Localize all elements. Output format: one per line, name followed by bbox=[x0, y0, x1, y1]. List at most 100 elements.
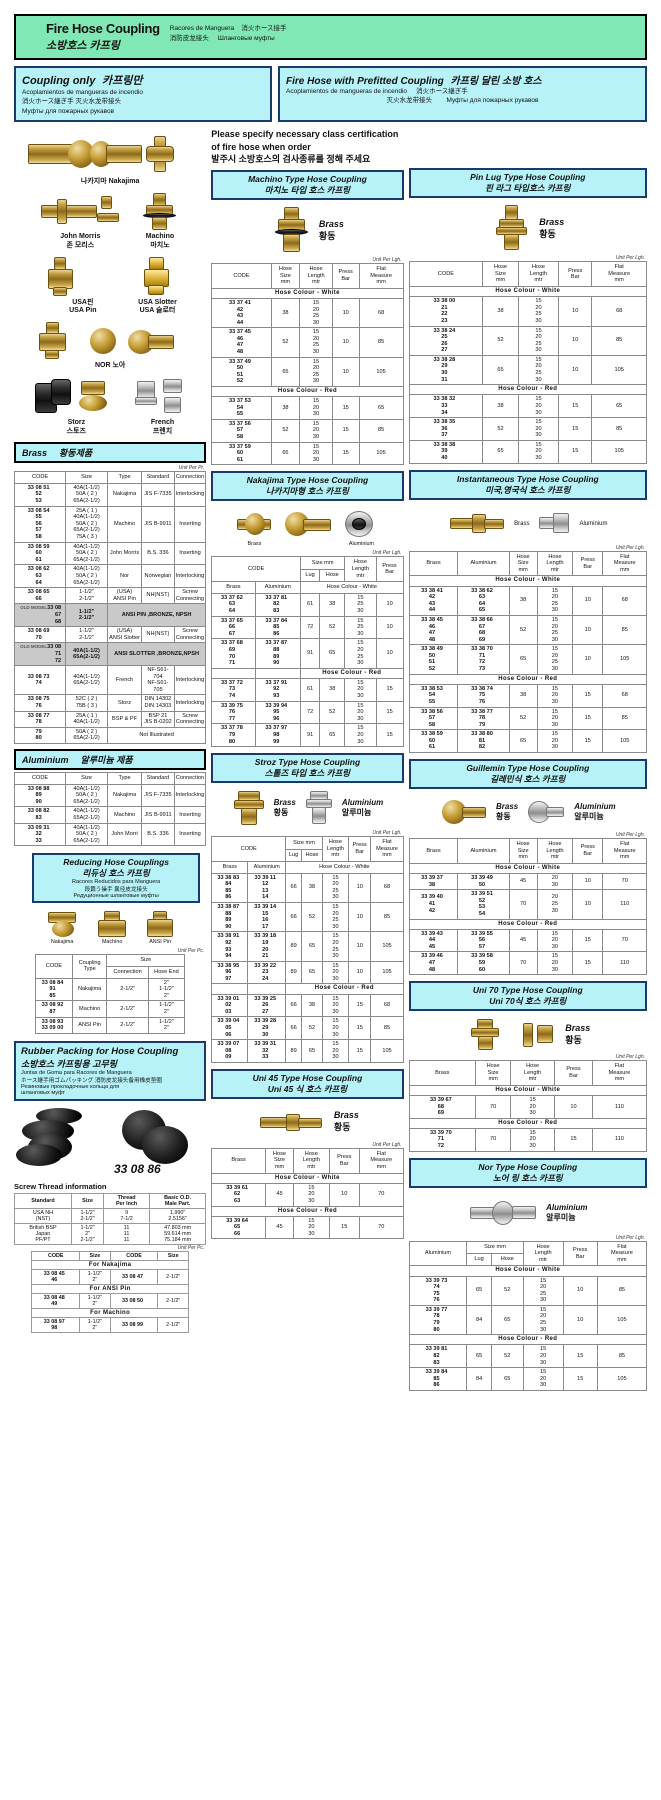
instant-title-kr: 미국,영국식 호스 카프링 bbox=[485, 484, 571, 495]
table-cell: 65 bbox=[482, 439, 519, 464]
table-row: 33 38 53 54 55 33 38 74 75 76 38 15 20 30 15… bbox=[408, 683, 647, 708]
instant-table-body: Hose Colour - White 33 38 41 42 43 44 33 3… bbox=[408, 575, 648, 754]
table-cell: BSP 21 JIS B-0202 bbox=[141, 710, 175, 728]
gallery-caption: French 프렌치 bbox=[150, 418, 175, 435]
reducing-sub-ja: 段篇う操手 異径皮龙接头 bbox=[84, 887, 148, 894]
table-cell: 2-1/2" bbox=[106, 977, 149, 1002]
section-row: For ANSI Pin bbox=[31, 1283, 189, 1294]
table-cell: 15 20 25 30 bbox=[536, 585, 574, 616]
table-cell: 110 bbox=[591, 1127, 648, 1152]
coupling-only-sub-ja: 消火ホース継ぎ手 灭火水龙带接头 bbox=[22, 98, 121, 106]
table-row: USA NH (NST) 1-1/2" 2-1/2" 9 7-1/2 1.990" 2… bbox=[14, 1207, 207, 1224]
th-colour-white: Hose Colour - White bbox=[285, 860, 404, 874]
table-cell: 40A(1-1/2) 50A ( 2 ) 65A(2-1/2) bbox=[65, 822, 108, 847]
table-cell: 38 bbox=[270, 396, 301, 420]
th-code: CODE bbox=[13, 772, 67, 785]
section-row: Hose Colour - White bbox=[408, 575, 648, 587]
guillemin-unit: Unit Per Lgh. bbox=[615, 832, 645, 839]
table-row: 33 08 75 76 52C ( 2 ) 75B ( 3 ) Storz DIN 1… bbox=[13, 694, 207, 712]
table-cell: Hose Colour - Red bbox=[211, 386, 404, 398]
table-row: 33 39 81 82 83 65 52 15 20 30 15 85 bbox=[408, 1344, 648, 1369]
table-cell: 33 37 72 73 74 bbox=[211, 677, 256, 702]
table-cell: 85 bbox=[370, 1016, 404, 1041]
table-cell: 70 bbox=[508, 889, 538, 920]
table-cell: (USA) ANSI Pin bbox=[106, 587, 143, 605]
table-subheader-row: Lug Hose bbox=[212, 848, 403, 862]
table-row: 33 08 92 87 Machino 2-1/2" 1-1/2" 2" bbox=[35, 1000, 186, 1018]
th-hose: Hose bbox=[319, 568, 346, 583]
table-cell: 15 25 30 bbox=[344, 592, 377, 617]
alum-label-kr: 알루미늄 제품 bbox=[80, 755, 133, 766]
table-cell: 2-1/2" bbox=[157, 1316, 189, 1333]
table-cell: 33 39 46 47 48 bbox=[408, 951, 459, 976]
table-cell: 33 38 95 96 97 bbox=[211, 960, 249, 985]
nor-title-kr: 노어 링 호스 카프링 bbox=[492, 1172, 563, 1183]
table-cell: 65 bbox=[466, 1344, 492, 1369]
table-row: 33 37 65 66 67 33 37 84 85 86 72 52 15 25 30… bbox=[211, 615, 404, 640]
nor-material-kr: 알루미늄 bbox=[546, 1212, 576, 1222]
table-cell: 33 09 31 32 33 bbox=[13, 822, 67, 847]
table-cell: 33 38 87 88 89 90 bbox=[211, 901, 249, 933]
table-row: 33 08 88 89 90 40A(1-1/2) 50A ( 2 ) 65A(2… bbox=[13, 783, 207, 808]
nakajima-table: CODE Size mm Hose Length mtr Press Bar L… bbox=[211, 556, 404, 748]
table-cell: 105 bbox=[602, 644, 647, 675]
table-cell: 1-1/2" 2" bbox=[147, 1000, 186, 1018]
table-cell: 52 bbox=[482, 325, 519, 356]
table-cell: 68 bbox=[370, 993, 404, 1018]
table-cell: 33 39 31 32 33 bbox=[247, 1039, 287, 1063]
nor-material: Aluminium bbox=[546, 1202, 588, 1212]
section-row: Hose Colour - White bbox=[408, 286, 648, 298]
th-size-2: Size bbox=[157, 1250, 189, 1261]
screw-code-body: For Nakajima 33 08 45 46 1-1/2" 2" 33 08 47… bbox=[31, 1259, 189, 1333]
table-cell: 66 bbox=[285, 993, 303, 1018]
th-hose-size: Hose Size mm bbox=[482, 261, 519, 288]
coupling-gallery: 나카지마 Nakajima John Morris 존 모리스 bbox=[14, 126, 206, 442]
table-cell: 33 38 80 81 82 bbox=[457, 729, 510, 754]
table-cell: Nakajima bbox=[71, 977, 108, 1002]
table-cell: 1-1/2" 2-1/2" bbox=[65, 587, 108, 605]
table-cell: 15 bbox=[572, 683, 604, 708]
table-row: 33 38 24 25 26 27 52 15 20 25 30 10 85 bbox=[408, 325, 647, 356]
section-row: For Machino bbox=[31, 1307, 189, 1318]
table-cell: 68 bbox=[591, 296, 647, 327]
table-cell: 15 bbox=[572, 928, 604, 953]
table-cell: 15 20 30 bbox=[299, 441, 333, 466]
section-row: Hose Colour - Red bbox=[408, 384, 648, 396]
table-cell: 15 bbox=[558, 439, 593, 464]
brass-label-kr: 황동제품 bbox=[59, 448, 93, 459]
table-cell: 33 39 61 62 63 bbox=[211, 1182, 266, 1207]
table-cell: 1-1/2" 2-1/2" bbox=[65, 603, 108, 628]
gallery-caption: USA핀 USA Pin bbox=[69, 298, 97, 315]
th-connection: Connection bbox=[106, 966, 149, 979]
table-cell: 105 bbox=[602, 729, 647, 754]
table-cell: 10 bbox=[331, 297, 360, 329]
table-row: 33 38 56 57 58 33 38 77 78 79 52 15 20 30 15… bbox=[408, 706, 647, 731]
reducing-title: Reducing Hose Couplings bbox=[63, 857, 170, 868]
table-cell: Hose Colour - White bbox=[408, 286, 648, 298]
uni45-title: Uni 45 Type Hose Coupling bbox=[252, 1072, 363, 1083]
table-row: 33 37 72 73 74 33 37 91 92 93 61 38 15 20 30… bbox=[211, 677, 404, 702]
th-press: Press Bar bbox=[572, 550, 604, 577]
table-cell: For Nakajima bbox=[31, 1259, 189, 1270]
rubber-sub-es: Juntas de Goma para Racores de Manguera bbox=[21, 1069, 132, 1076]
table-cell: 33 08 77 78 bbox=[13, 710, 67, 728]
table-cell: 52 bbox=[482, 417, 519, 441]
table-cell: 68 bbox=[370, 872, 404, 903]
table-cell: 15 20 25 30 bbox=[321, 901, 349, 933]
table-cell: 33 39 18 19 20 21 bbox=[247, 931, 287, 962]
prefitted-sub-zh: 灭火水龙带接头 bbox=[386, 97, 433, 105]
instant-table: Brass Aluminium Hose Size mm Hose Length… bbox=[408, 550, 648, 754]
table-cell: 33 08 65 66 bbox=[13, 587, 67, 605]
table-cell: 33 39 64 65 66 bbox=[211, 1215, 266, 1240]
uni45-title-kr: Uni 45 식 호스 카프링 bbox=[267, 1083, 348, 1094]
table-cell: NF-S61-704 NF-S61- 705 bbox=[141, 665, 175, 696]
table-cell: 15 bbox=[558, 394, 593, 419]
reducing-cap: Machino bbox=[101, 939, 123, 946]
table-cell: 15 20 30 bbox=[536, 683, 574, 708]
machino-title-box: Machino Type Hose Coupling 마치노 타입 호스 카프링 bbox=[211, 170, 404, 201]
th-size: Size mm bbox=[299, 556, 346, 570]
table-cell: 68 bbox=[602, 683, 647, 708]
table-cell: 33 37 91 92 93 bbox=[254, 677, 301, 702]
table-row: 33 38 00 21 22 23 38 15 20 25 30 10 68 bbox=[408, 296, 647, 327]
table-cell: 15 bbox=[331, 441, 360, 466]
